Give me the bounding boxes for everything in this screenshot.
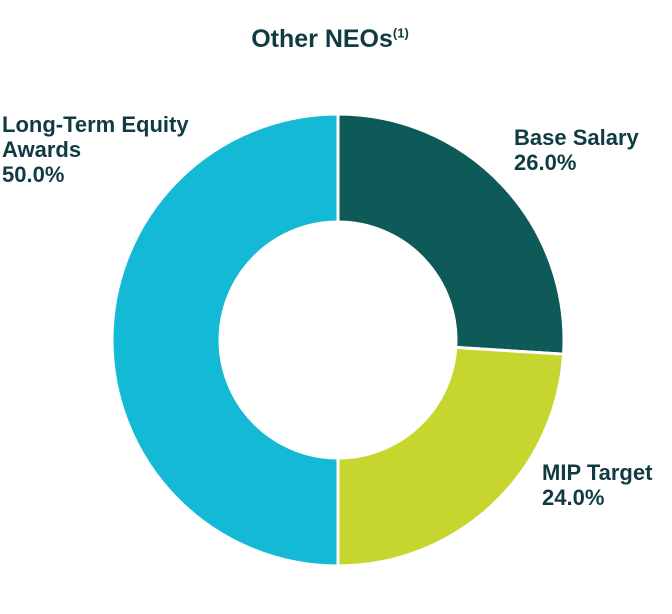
slice-label-value: 24.0% — [542, 485, 605, 510]
slice-label-text: Base Salary — [514, 125, 639, 150]
chart-title-text: Other NEOs — [251, 25, 393, 53]
donut-slice-mip-target — [336, 345, 566, 568]
slice-label-text: Long-Term Equity Awards — [2, 112, 189, 162]
chart-title-footnote-marker: (1) — [392, 25, 409, 41]
slice-label-mip-target: MIP Target 24.0% — [542, 460, 672, 510]
slice-label-value: 26.0% — [514, 150, 577, 175]
slice-label-base-salary: Base Salary 26.0% — [514, 125, 672, 175]
donut-slice-long-term-equity-awards — [110, 112, 340, 568]
slice-label-value: 50.0% — [2, 162, 65, 187]
slice-label-text: MIP Target — [542, 460, 653, 485]
slice-label-long-term-equity-awards: Long-Term Equity Awards 50.0% — [2, 112, 224, 187]
donut-slice-base-salary — [336, 112, 566, 356]
chart-title: Other NEOs(1) — [251, 24, 409, 54]
